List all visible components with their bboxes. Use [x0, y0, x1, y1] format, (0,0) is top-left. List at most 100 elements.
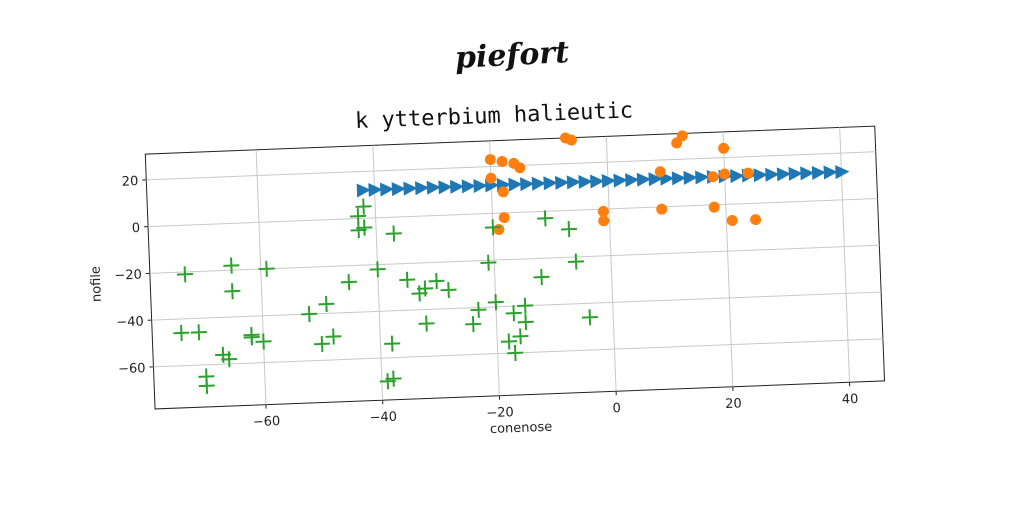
chart-title: k ytterbium halieutic — [355, 98, 634, 134]
triangle-point — [671, 171, 687, 186]
y-tick-label: −20 — [114, 268, 142, 284]
plus-point — [428, 273, 445, 290]
plot-area — [144, 125, 886, 410]
triangle-point — [438, 180, 453, 195]
plus-point — [314, 335, 331, 353]
triangle-point — [590, 174, 605, 189]
plus-point — [176, 266, 193, 283]
triangle-point — [461, 179, 476, 194]
triangle-point — [379, 182, 395, 197]
plus-point — [385, 370, 402, 387]
plus-point — [507, 344, 524, 361]
triangle-point — [578, 174, 593, 189]
plus-point — [173, 324, 190, 342]
circle-point — [496, 155, 508, 167]
triangle-point — [473, 178, 488, 193]
circle-point — [708, 201, 720, 213]
x-tick-label: −20 — [486, 405, 514, 421]
circle-point — [654, 166, 666, 178]
y-tick-label: 0 — [132, 221, 141, 236]
x-axis-label: conenose — [490, 420, 553, 437]
plus-point — [190, 324, 207, 341]
plus-point — [243, 329, 260, 346]
plus-point — [221, 351, 238, 368]
plus-point — [325, 328, 342, 345]
plus-point — [385, 225, 402, 242]
x-tick-label: 0 — [612, 401, 621, 416]
circle-point — [718, 142, 730, 154]
triangle-point — [823, 165, 838, 180]
triangle-point — [788, 166, 803, 181]
triangle-point — [531, 176, 546, 191]
plus-point — [500, 333, 518, 350]
plus-point — [487, 294, 504, 311]
x-tick-label: 40 — [842, 392, 859, 408]
data-marks — [173, 130, 850, 394]
circle-point — [726, 215, 738, 227]
plus-point — [340, 274, 357, 291]
triangle-point — [543, 176, 558, 191]
plus-point — [517, 314, 534, 331]
x-tick-label: 20 — [725, 396, 742, 412]
triangle-point — [368, 183, 383, 198]
plus-point — [512, 328, 529, 345]
triangle-point — [753, 168, 768, 183]
plus-point — [560, 221, 577, 238]
triangle-point — [601, 174, 616, 189]
circle-point — [750, 214, 762, 226]
triangle-point — [730, 169, 745, 184]
triangle-point — [426, 180, 441, 195]
circle-point — [498, 212, 510, 224]
plus-point — [258, 260, 275, 277]
circle-point — [676, 130, 688, 142]
circle-point — [597, 205, 609, 217]
plus-point — [223, 257, 240, 274]
plus-point — [255, 333, 272, 350]
plus-point — [399, 271, 416, 288]
triangle-point — [765, 167, 780, 182]
circle-point — [656, 203, 668, 215]
x-tick-label: −60 — [253, 414, 281, 430]
y-gridline — [151, 291, 882, 321]
plus-point — [480, 254, 497, 271]
triangle-point — [800, 166, 815, 181]
circle-point — [497, 186, 509, 198]
triangle-point — [403, 181, 418, 196]
triangle-point — [414, 181, 430, 196]
plus-point — [356, 219, 373, 236]
plus-point — [517, 297, 534, 314]
plus-point — [533, 268, 550, 286]
plus-point — [418, 315, 435, 332]
circle-point — [598, 215, 610, 227]
plus-point — [350, 208, 367, 225]
circle-point — [565, 134, 577, 146]
triangle-point — [555, 175, 570, 190]
plus-point — [465, 316, 482, 333]
axis-ticks: −60 −40 −20 0 20 40 20 0 −20 −40 −60 — [114, 174, 859, 430]
triangle-point — [648, 172, 663, 187]
circle-point — [484, 154, 496, 166]
plus-point — [568, 253, 585, 270]
triangle-point — [683, 170, 698, 185]
triangle-point — [566, 175, 581, 190]
plus-point — [369, 261, 386, 278]
plus-point — [505, 305, 522, 322]
triangle-point — [811, 165, 827, 180]
x-tick-label: −40 — [369, 410, 397, 426]
plus-point — [198, 377, 215, 394]
triangle-point — [613, 173, 628, 188]
y-axis-label: nofile — [89, 266, 105, 303]
y-tick-label: −40 — [116, 314, 144, 330]
circle-point — [514, 162, 526, 174]
triangle-point — [391, 182, 406, 197]
triangle-point — [636, 172, 652, 187]
plus-point — [581, 309, 598, 326]
y-tick-label: 20 — [122, 174, 139, 190]
triangle-point — [835, 165, 850, 180]
triangle-point — [520, 177, 535, 192]
plus-point — [384, 335, 401, 352]
plus-point — [440, 281, 457, 298]
plus-point — [537, 210, 554, 227]
y-gridline — [148, 198, 878, 228]
